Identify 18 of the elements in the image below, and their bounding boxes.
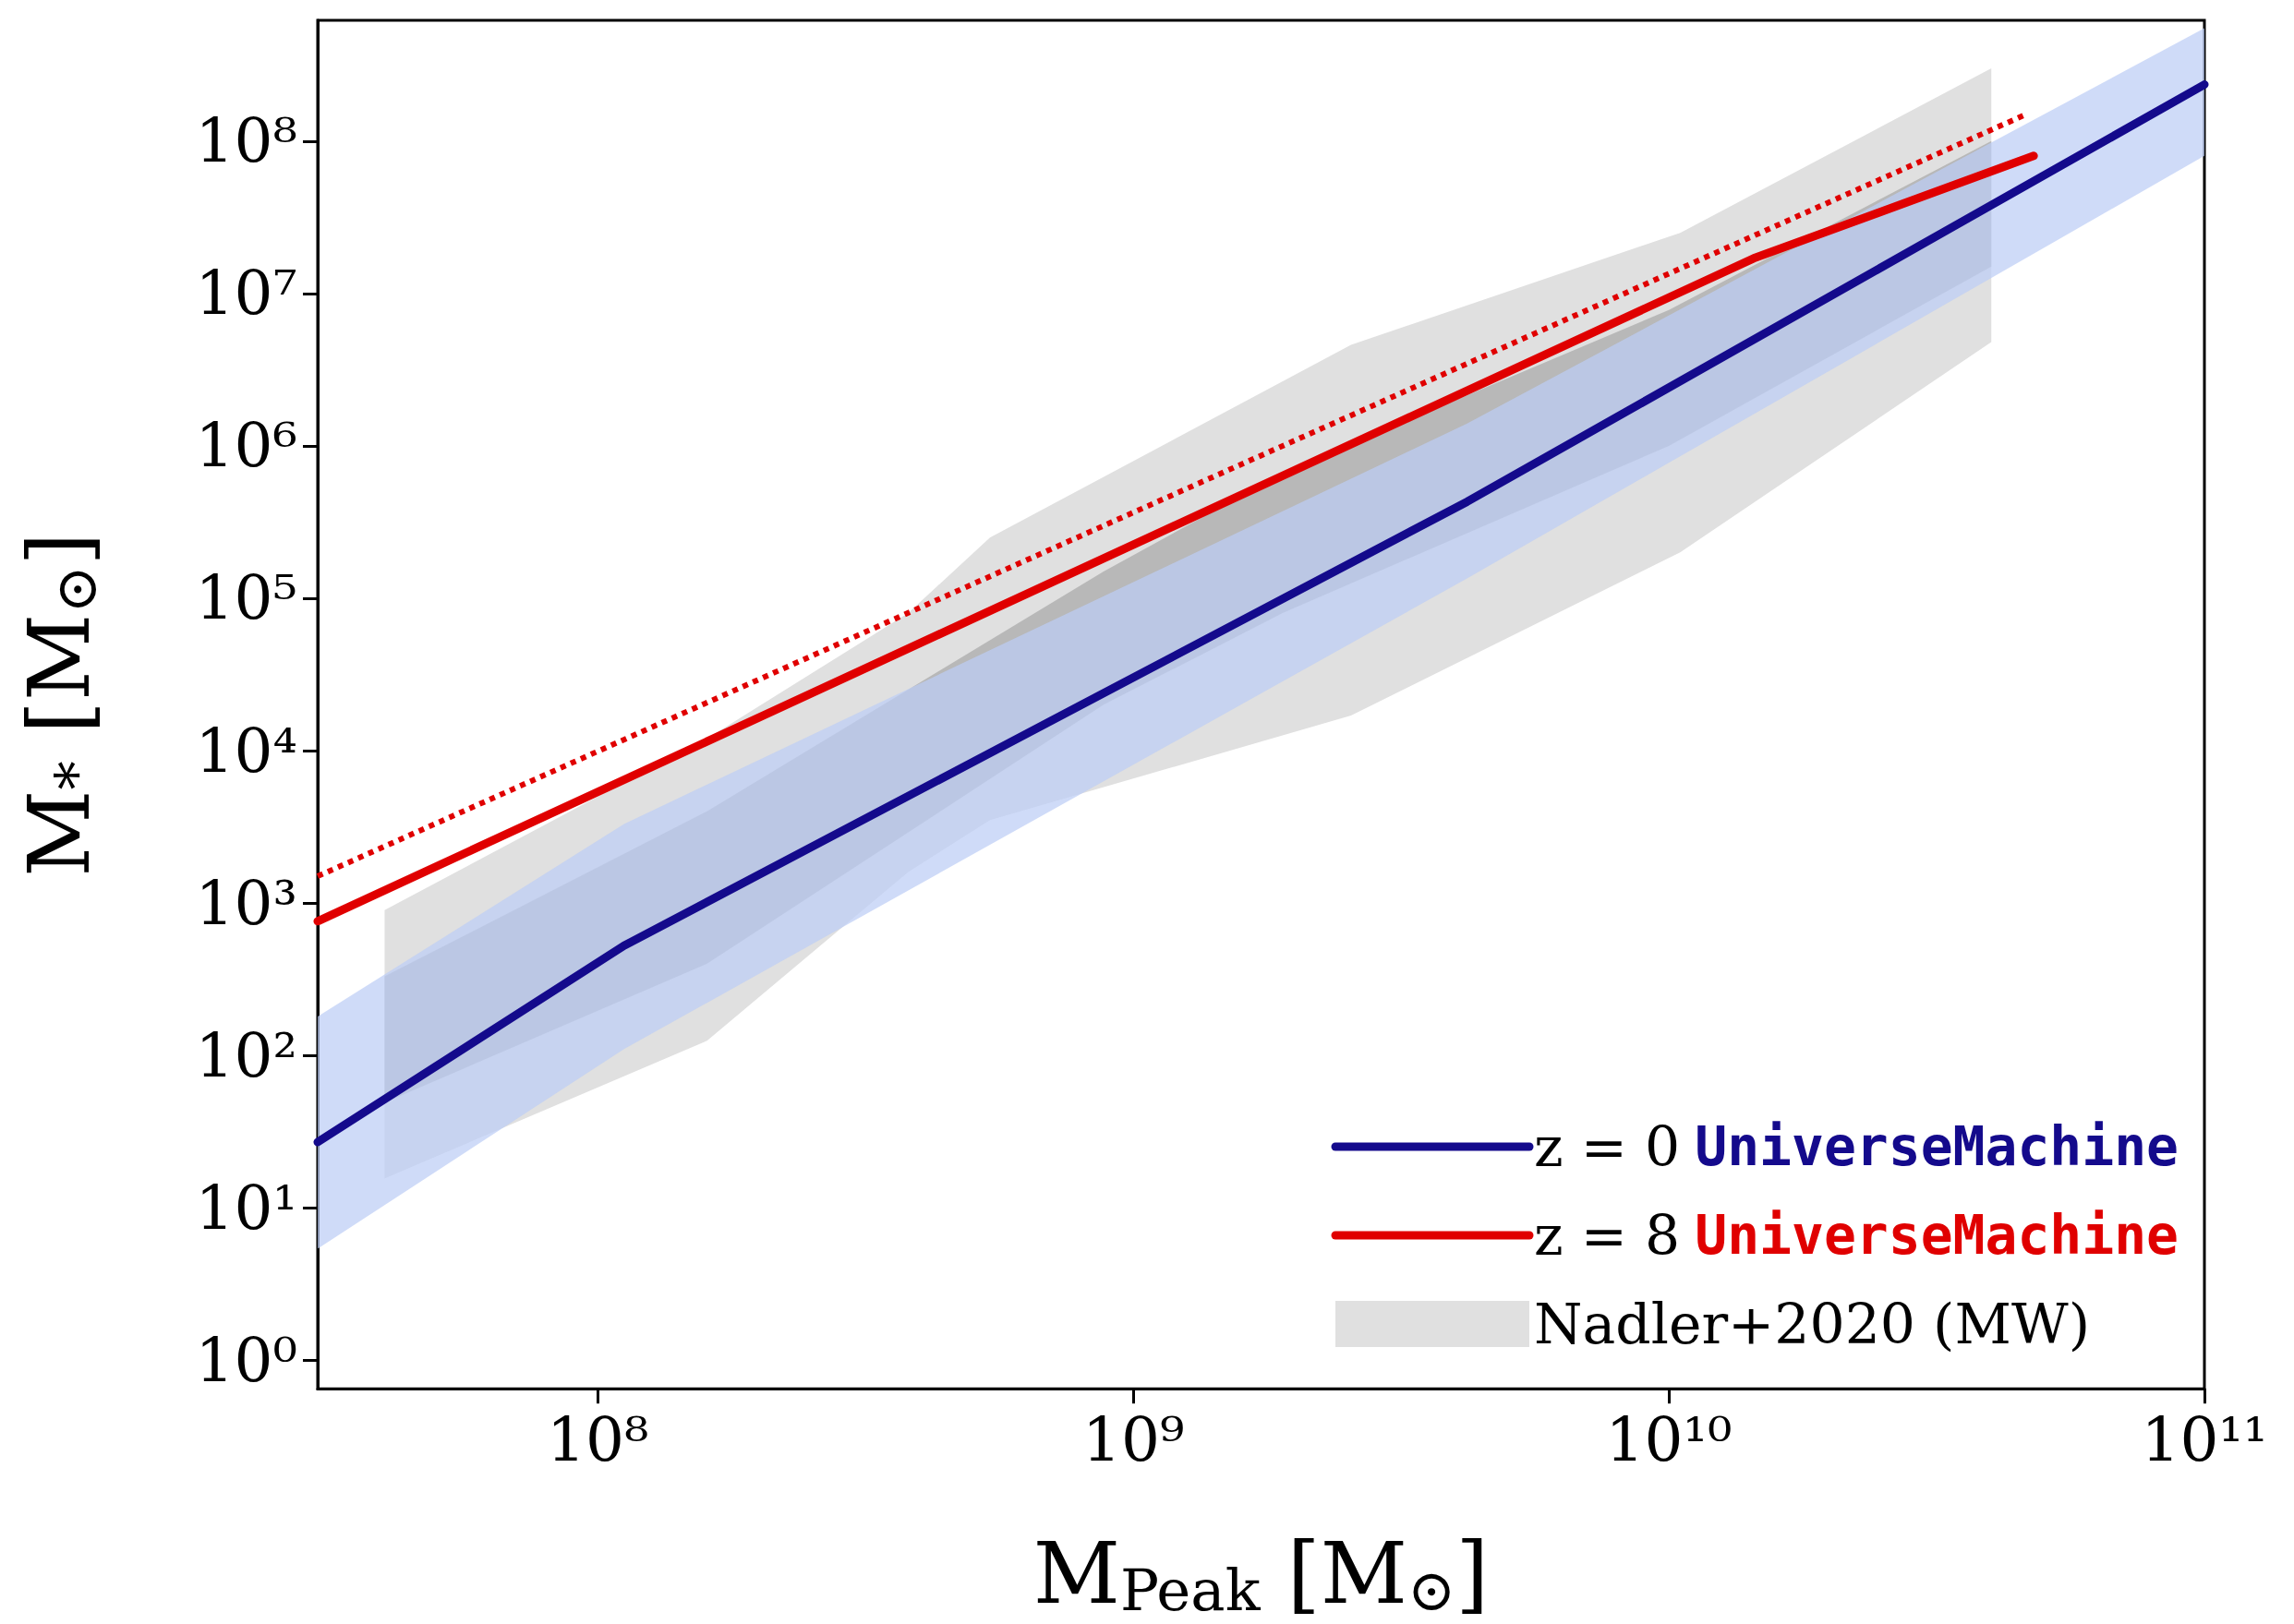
y-tick-label: 10⁶ bbox=[195, 410, 297, 482]
y-tick-label: 10³ bbox=[195, 867, 297, 939]
legend-label: Nadler+2020 (MW) bbox=[1534, 1292, 2091, 1356]
x-tick-label: 10¹⁰ bbox=[1605, 1403, 1733, 1475]
y-tick-label: 10¹ bbox=[195, 1172, 297, 1244]
x-tick-label: 10⁹ bbox=[1081, 1403, 1185, 1475]
x-axis-title: MPeak [M⊙] bbox=[1032, 1523, 1490, 1624]
x-tick-label: 10¹¹ bbox=[2141, 1403, 2268, 1475]
y-tick-label: 10⁸ bbox=[195, 105, 297, 177]
y-tick-label: 10⁷ bbox=[195, 258, 297, 330]
legend-label: z = 8 UniverseMachine bbox=[1534, 1203, 2179, 1268]
y-tick-label: 10⁴ bbox=[195, 715, 297, 787]
y-tick-label: 10⁰ bbox=[195, 1324, 297, 1396]
y-axis-title: M* [M⊙] bbox=[9, 532, 110, 877]
y-tick-label: 10⁵ bbox=[195, 562, 297, 634]
legend-label: z = 0 UniverseMachine bbox=[1534, 1114, 2179, 1179]
y-tick-label: 10² bbox=[195, 1019, 297, 1091]
x-tick-label: 10⁸ bbox=[547, 1403, 649, 1475]
